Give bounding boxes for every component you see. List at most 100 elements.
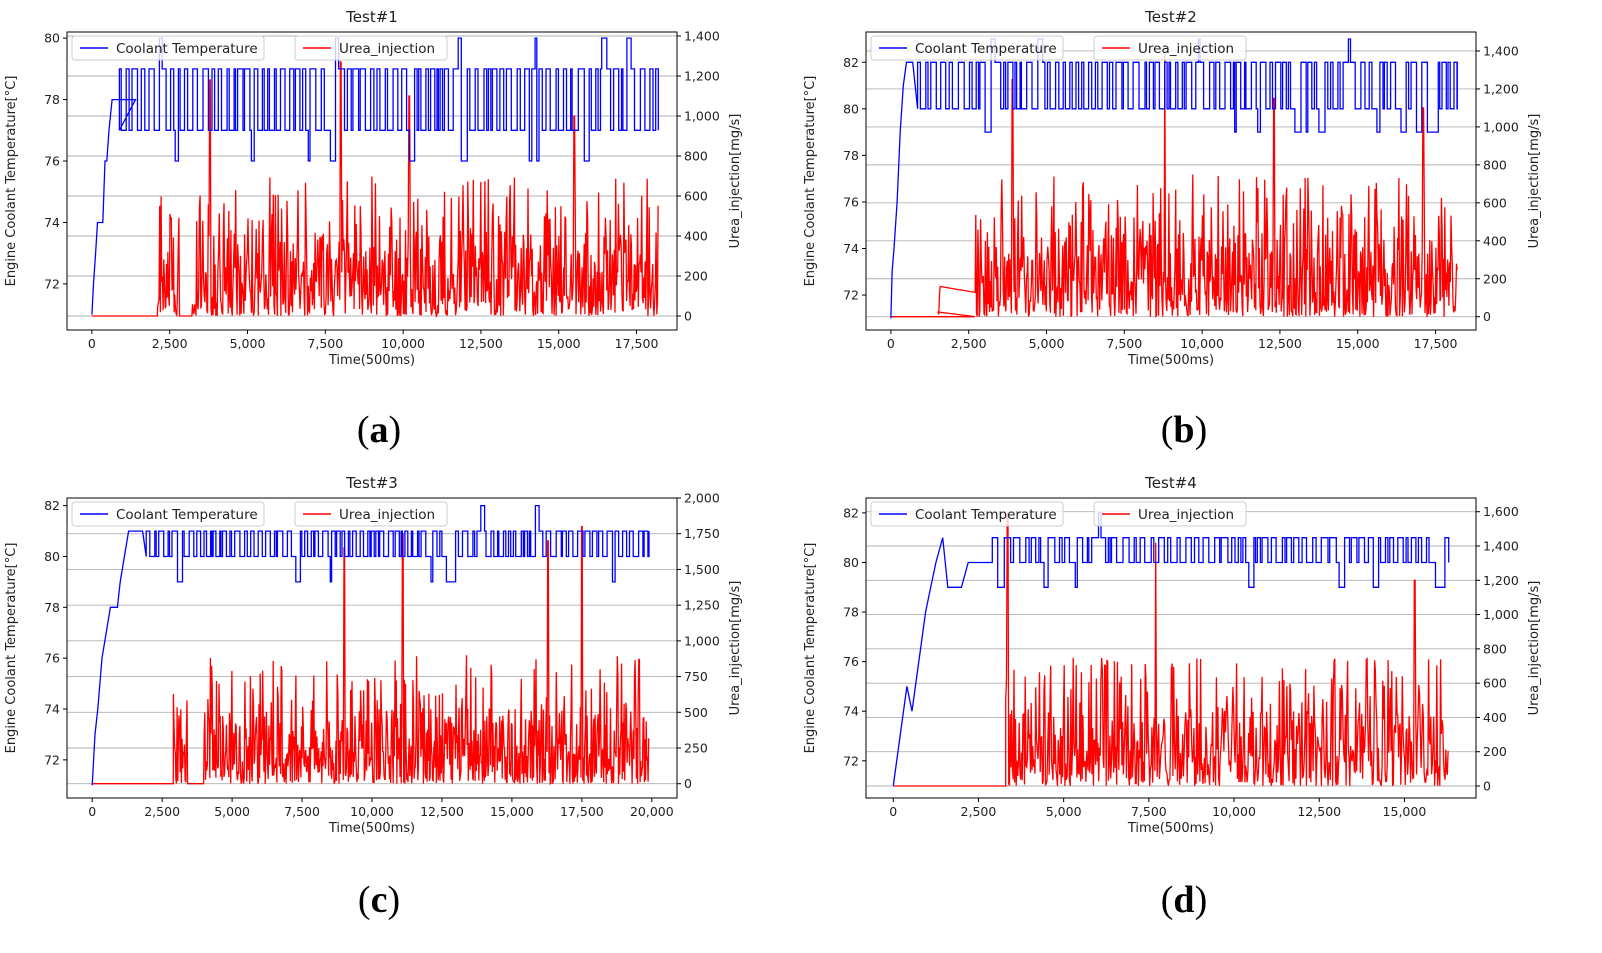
y-left-tick-label: 72: [843, 288, 859, 303]
x-tick-label: 7,500: [284, 804, 320, 819]
legend-label: Coolant Temperature: [915, 507, 1057, 523]
legend-coolant: Coolant Temperature: [870, 35, 1064, 61]
y-right-axis-label: Urea_injection[mg/s]: [1527, 581, 1542, 716]
y-left-tick-label: 76: [44, 651, 60, 666]
y-right-tick-label: 400: [684, 229, 708, 244]
y-right-tick-label: 1,400: [1483, 539, 1519, 554]
x-tick-label: 0: [889, 804, 897, 819]
y-left-axis-label: Engine Coolant Temperature[°C]: [4, 76, 19, 287]
y-left-tick-label: 72: [44, 752, 60, 767]
y-left-tick-label: 78: [843, 605, 859, 620]
y-right-tick-label: 1,000: [1483, 119, 1519, 134]
legend-coolant: Coolant Temperature: [71, 35, 265, 61]
legend-box: [870, 501, 1064, 527]
panel-caption: (b): [1161, 409, 1207, 451]
caption-paren: ): [389, 409, 402, 451]
legend-label: Coolant Temperature: [116, 41, 258, 57]
y-right-tick-label: 1,000: [684, 109, 720, 124]
legend-label: Coolant Temperature: [116, 507, 258, 523]
y-right-axis-label: Urea_injection[mg/s]: [728, 581, 743, 716]
y-left-tick-label: 82: [843, 505, 859, 520]
x-tick-label: 2,500: [951, 336, 987, 351]
coolant-temperature-line: [91, 37, 659, 315]
caption-paren: ): [387, 879, 400, 921]
y-right-tick-label: 1,400: [1483, 43, 1519, 58]
y-right-tick-label: 1,250: [684, 598, 720, 613]
x-tick-label: 17,500: [560, 804, 604, 819]
urea-injection-line: [890, 54, 1458, 318]
legend-label: Coolant Temperature: [915, 41, 1057, 57]
x-tick-label: 10,000: [1180, 336, 1224, 351]
y-right-tick-label: 400: [1483, 710, 1507, 725]
legend-box: [1093, 35, 1247, 61]
y-right-axis-label: Urea_injection[mg/s]: [1527, 114, 1542, 249]
x-tick-label: 15,000: [1383, 804, 1427, 819]
y-left-tick-label: 74: [44, 702, 60, 717]
chart-panel-4: 0 2,500 5,000 7,500 10,000 12,500 15,000 72 74 76…: [803, 474, 1542, 921]
y-right-tick-label: 1,200: [1483, 81, 1519, 96]
x-tick-label: 5,000: [1046, 804, 1082, 819]
x-tick-label: 12,500: [1297, 804, 1341, 819]
y-right-tick-label: 800: [684, 149, 708, 164]
x-tick-label: 15,000: [1336, 336, 1380, 351]
y-left-axis-label: Engine Coolant Temperature[°C]: [4, 543, 19, 754]
x-tick-label: 5,000: [230, 336, 266, 351]
x-tick-label: 5,000: [214, 804, 250, 819]
coolant-temperature-line: [892, 512, 1450, 786]
chart-panel-3: 0 2,500 5,000 7,500 10,000 12,500 15,000 17,500…: [4, 474, 743, 921]
caption-paren: (: [358, 879, 371, 921]
caption-letter: d: [1173, 879, 1194, 921]
y-right-tick-label: 600: [684, 189, 708, 204]
y-left-tick-label: 76: [44, 154, 60, 169]
caption-paren: (: [1161, 409, 1174, 451]
y-left-tick-label: 74: [843, 704, 859, 719]
x-tick-label: 12,500: [420, 804, 464, 819]
x-tick-label: 0: [88, 336, 96, 351]
coolant-temperature-line: [91, 504, 650, 786]
y-right-tick-label: 750: [684, 669, 708, 684]
urea-injection-line: [91, 61, 659, 319]
y-left-axis-label: Engine Coolant Temperature[°C]: [803, 76, 818, 287]
y-right-tick-label: 1,600: [1483, 504, 1519, 519]
axes-frame: [66, 31, 678, 331]
chart-panel-1: 0 2,500 5,000 7,500 10,000 12,500 15,000 17,500…: [4, 8, 743, 451]
y-left-tick-label: 82: [843, 55, 859, 70]
x-tick-label: 7,500: [1106, 336, 1142, 351]
legend-urea: Urea_injection: [294, 35, 448, 61]
y-right-tick-label: 600: [1483, 195, 1507, 210]
x-tick-label: 10,000: [1212, 804, 1256, 819]
x-tick-label: 0: [88, 804, 96, 819]
x-tick-label: 17,500: [615, 336, 659, 351]
y-right-tick-label: 200: [1483, 271, 1507, 286]
x-tick-label: 15,000: [490, 804, 534, 819]
panel-caption: (a): [357, 409, 401, 451]
y-right-tick-label: 0: [684, 776, 692, 791]
x-axis-label: Time(500ms): [328, 353, 415, 368]
x-tick-label: 10,000: [350, 804, 394, 819]
y-right-tick-label: 1,500: [684, 562, 720, 577]
y-left-tick-label: 74: [44, 215, 60, 230]
caption-letter: a: [370, 409, 389, 451]
y-right-tick-label: 800: [1483, 641, 1507, 656]
y-left-axis-label: Engine Coolant Temperature[°C]: [803, 543, 818, 754]
legend-urea: Urea_injection: [1093, 501, 1247, 527]
x-axis-label: Time(500ms): [1127, 821, 1214, 836]
y-left-tick-label: 78: [44, 600, 60, 615]
urea-injection-line: [92, 525, 650, 786]
legend-box: [1093, 501, 1247, 527]
caption-paren: (: [1161, 879, 1174, 921]
x-tick-label: 7,500: [307, 336, 343, 351]
panel-caption: (d): [1161, 879, 1207, 921]
y-right-axis-label: Urea_injection[mg/s]: [728, 114, 743, 249]
x-tick-label: 2,500: [144, 804, 180, 819]
y-left-tick-label: 80: [843, 101, 859, 116]
legend-label: Urea_injection: [1138, 41, 1234, 57]
x-tick-label: 0: [887, 336, 895, 351]
axes-frame: [865, 31, 1477, 331]
legend-label: Urea_injection: [1138, 507, 1234, 523]
chart-title: Test#2: [1144, 8, 1197, 26]
x-tick-label: 5,000: [1029, 336, 1065, 351]
x-tick-label: 10,000: [381, 336, 425, 351]
x-axis-label: Time(500ms): [1127, 353, 1214, 368]
y-right-tick-label: 1,750: [684, 526, 720, 541]
